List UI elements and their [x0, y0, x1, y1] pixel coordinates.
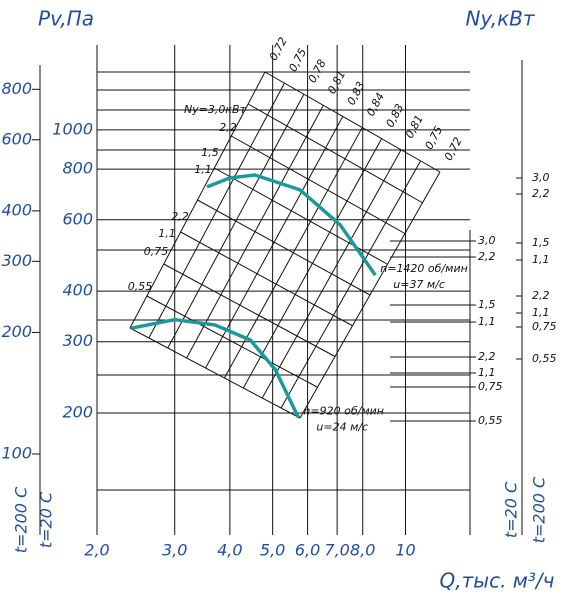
y2-tick-label: 1,5: [478, 298, 496, 311]
x-tick-label: 3,0: [162, 541, 187, 560]
ny-label: 0,55: [128, 280, 153, 293]
power-line: [231, 135, 406, 234]
y2-tick-label: 1,1: [478, 315, 496, 328]
x-tick-label: 4,0: [217, 541, 242, 560]
y3-tick-label: 400: [1, 200, 32, 219]
ny-label: 0,75: [144, 245, 169, 258]
x-tick-label: 5,0: [260, 541, 285, 560]
y-tick-label: 800: [62, 159, 93, 178]
ny-label: Ny=3,0кВт: [184, 103, 247, 116]
y3-tick-label: 200: [1, 322, 32, 341]
efficiency-label: 0,81: [403, 113, 426, 141]
x-tick-label: 6,0: [295, 541, 320, 560]
y2-tick-label: 2,2: [478, 350, 496, 363]
y2-tick-label: 1,1: [532, 253, 550, 266]
curve: [130, 317, 300, 419]
x-tick-label: 8,0: [350, 541, 375, 560]
y2-tick-label: 1,5: [532, 236, 550, 249]
speed-label: u=24 м/с: [316, 421, 368, 434]
series-label: n=1420 об/мин: [380, 262, 468, 275]
power-line: [180, 231, 353, 327]
y2-tick-label: 3,0: [532, 171, 550, 184]
power-line: [163, 263, 336, 357]
y-tick-label: 300: [62, 331, 93, 350]
series-label: n=920 об/мин: [303, 405, 384, 418]
y-tick-label: 1000: [52, 119, 93, 138]
power-line: [247, 103, 423, 204]
ny-label: 1,1: [194, 163, 212, 176]
x-tick-label: 10: [395, 541, 415, 560]
efficiency-label: 0,83: [345, 80, 368, 108]
efficiency-label: 0,75: [286, 46, 309, 74]
ny-label: 1,1: [158, 227, 176, 240]
x-tick-label: 7,0: [324, 541, 349, 560]
temp-label: t=20 C: [502, 481, 521, 538]
y3-tick-label: 600: [1, 129, 32, 148]
temp-label: t=200 C: [12, 486, 31, 553]
power-line: [214, 167, 388, 265]
ny-label: 1,5: [201, 146, 219, 159]
y2-tick-label: 1,1: [478, 366, 496, 379]
y2-tick-label: 0,75: [478, 380, 503, 393]
y2-tick-label: 1,1: [532, 306, 550, 319]
efficiency-label: 0,83: [383, 102, 406, 130]
y2-tick-label: 2,2: [532, 187, 550, 200]
y2-tick-label: 0,55: [478, 414, 503, 427]
y3-tick-label: 100: [1, 443, 32, 462]
y2-tick-label: 3,0: [478, 234, 496, 247]
y-tick-label: 400: [62, 281, 93, 300]
y3-tick-label: 800: [1, 79, 32, 98]
efficiency-label: 0,78: [306, 57, 329, 85]
curve: [206, 173, 377, 277]
efficiency-label: 0,75: [422, 124, 445, 152]
x-axis-label: Q,тыс. м³/ч: [440, 569, 555, 593]
y-tick-label: 200: [62, 403, 93, 422]
power-line: [129, 327, 301, 419]
y-tick-label: 600: [62, 209, 93, 228]
ny-label: 2,2: [171, 210, 189, 223]
power-line: [146, 295, 318, 388]
temp-label: t=200 C: [530, 476, 549, 543]
efficiency-label: 0,72: [267, 35, 290, 63]
efficiency-label: 0,72: [442, 135, 465, 163]
y2-tick-label: 0,75: [532, 320, 557, 333]
y2-tick-label: 2,2: [478, 250, 496, 263]
ny-label: 2,2: [219, 121, 237, 134]
y2-axis-label: Ny,кВт: [465, 7, 535, 31]
y-axis-label: Pv,Па: [38, 7, 94, 31]
efficiency-label: 0,81: [325, 68, 348, 96]
y2-tick-label: 0,55: [532, 352, 557, 365]
efficiency-label: 0,84: [364, 91, 387, 119]
y3-tick-label: 300: [1, 251, 32, 270]
x-tick-label: 2,0: [84, 541, 109, 560]
temp-label: t=20 C: [37, 491, 56, 548]
y2-tick-label: 2,2: [532, 289, 550, 302]
power-line: [264, 71, 441, 173]
power-line: [197, 199, 371, 296]
speed-label: u=37 м/с: [393, 278, 445, 291]
